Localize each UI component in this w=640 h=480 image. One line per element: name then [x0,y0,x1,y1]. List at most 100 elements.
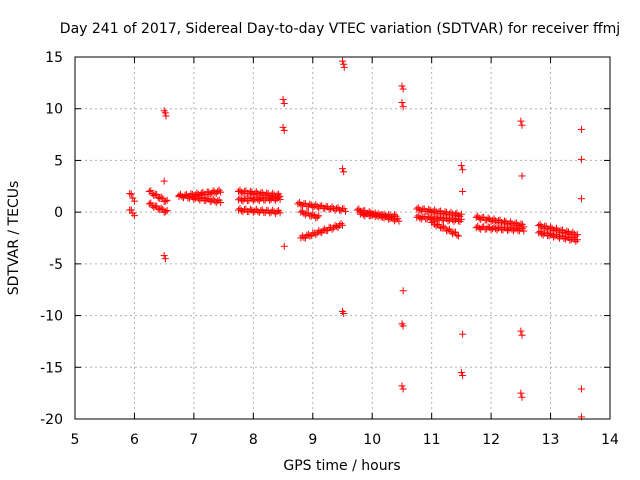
data-point [398,82,406,90]
data-point [280,242,288,250]
data-point [475,214,483,222]
tick-layer: 5 6 7 8 9 10 11 12 13 14 -20 -15 -10 -5 0 5 10 15 [40,50,619,448]
data-point [475,224,483,232]
data-point [336,206,344,214]
data-point [563,233,571,241]
data-point [313,213,321,221]
grid-layer [75,57,610,419]
data-point [272,209,280,217]
data-point [301,211,309,219]
data-point [399,322,407,330]
data-point [130,212,138,220]
data-point [328,225,336,233]
data-point [340,310,348,318]
data-point [435,214,443,222]
data-point [276,195,284,203]
data-point [506,218,514,226]
data-point [214,187,222,195]
data-point [297,208,305,216]
data-point [392,212,400,220]
x-tick-label: 14 [601,432,619,448]
data-point [451,216,459,224]
data-point [399,385,407,393]
data-point [163,196,171,204]
data-points [126,57,585,421]
data-point [435,221,443,229]
data-point [431,213,439,221]
data-point [246,187,254,195]
data-point [237,196,245,204]
data-point [211,188,219,196]
data-point [569,234,577,242]
data-point [444,226,452,234]
data-point [443,227,451,235]
data-point [297,201,305,209]
data-point [425,205,433,213]
data-point [459,166,467,174]
data-point [254,195,262,203]
data-point [413,205,421,213]
data-point [577,385,585,393]
data-point [254,207,262,215]
data-point [160,177,168,185]
data-point [163,207,171,215]
data-point [126,190,134,198]
data-point [518,172,526,180]
data-point [328,203,336,211]
data-point [306,200,314,208]
data-point [157,204,165,212]
data-point [162,112,170,120]
data-point [339,165,346,173]
data-point [484,223,492,231]
data-point [441,208,449,216]
data-point [280,100,288,108]
data-point [413,213,421,221]
data-point [309,210,317,218]
data-point [440,223,448,231]
x-tick-label: 6 [130,432,139,448]
data-point [333,222,341,230]
data-point [459,372,467,380]
data-point [217,199,225,207]
data-point [340,63,348,71]
data-point [425,213,433,221]
data-point [279,95,287,103]
data-point [535,222,543,230]
data-point [368,210,376,218]
y-axis-label: SDTVAR / TECUs [6,181,22,296]
data-point [154,194,162,202]
data-point [257,207,265,215]
x-tick-label: 11 [423,432,441,448]
plot-frame [74,56,611,420]
x-tick-label: 9 [308,432,317,448]
data-point [399,85,407,93]
data-point [572,237,580,245]
data-point [395,217,403,225]
data-point [157,193,165,201]
data-point [294,200,302,208]
data-point [203,195,211,203]
data-point [276,209,284,217]
data-point [187,192,195,200]
data-point [304,230,312,238]
y-tick-label: -15 [40,360,63,376]
data-point [399,287,407,295]
data-point [217,188,225,196]
data-point [150,191,158,199]
data-point [340,60,348,68]
data-point [257,195,265,203]
data-point [160,252,168,260]
data-point [160,208,168,216]
data-point [161,109,169,117]
data-point [153,191,161,199]
data-point [266,196,274,204]
data-point [150,203,158,211]
data-point [560,229,568,237]
data-point [237,188,245,196]
data-point [353,206,361,214]
data-point [341,207,349,215]
data-point [484,214,492,222]
data-point [153,202,161,210]
data-point [509,227,517,235]
data-point [252,194,260,202]
